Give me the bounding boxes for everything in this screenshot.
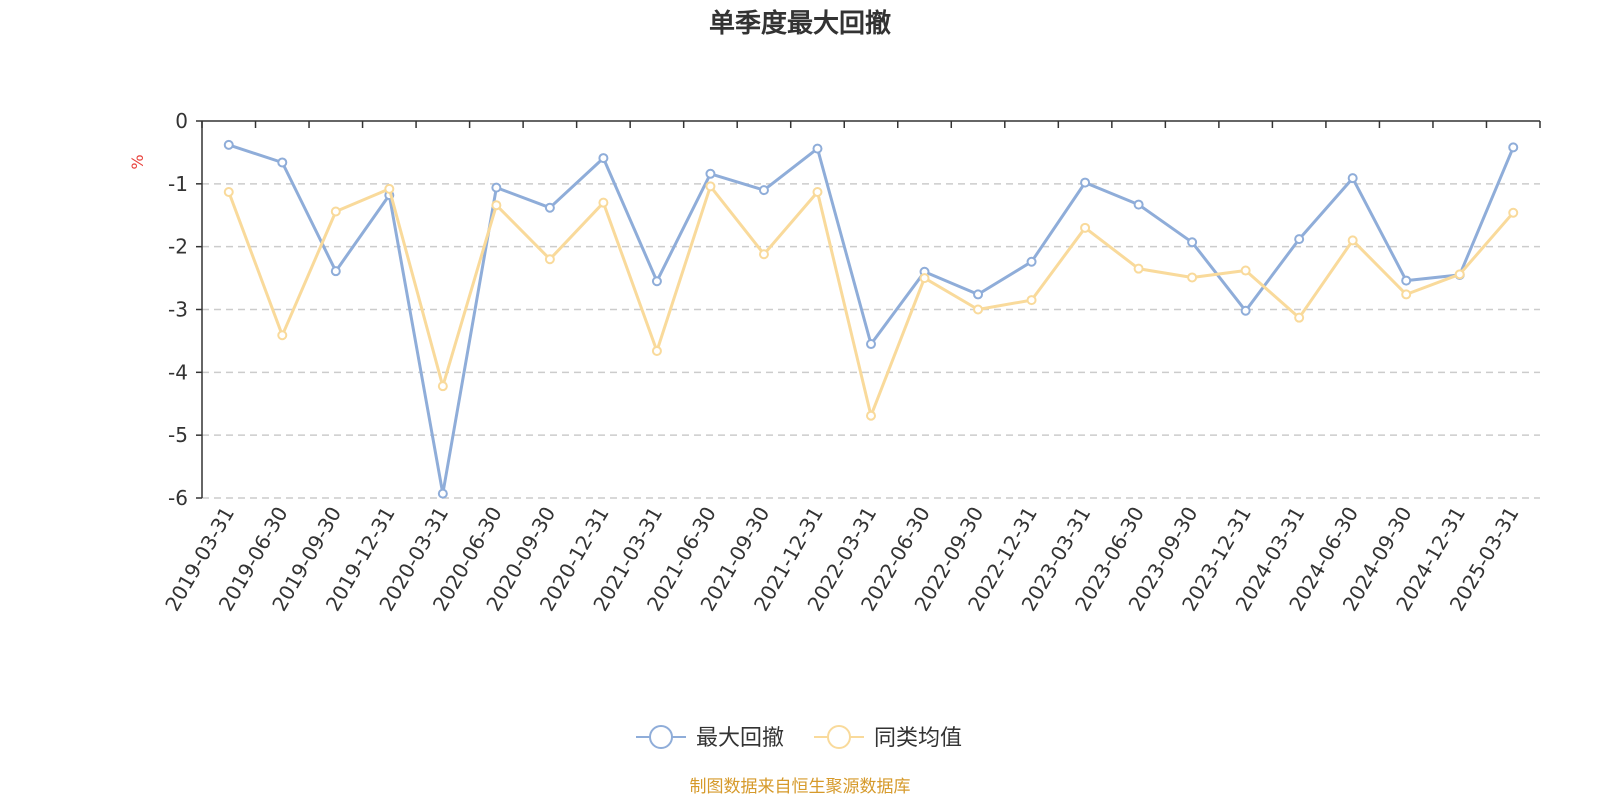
data-point[interactable]: [491, 200, 502, 211]
data-point[interactable]: [1294, 234, 1305, 245]
data-point[interactable]: [1508, 142, 1519, 153]
axes: [196, 120, 1541, 499]
data-point[interactable]: [1240, 305, 1251, 316]
data-point[interactable]: [651, 276, 662, 287]
y-tick-label: -1: [168, 172, 188, 196]
data-point[interactable]: [1240, 265, 1251, 276]
grid-lines: [202, 183, 1540, 499]
data-point[interactable]: [866, 410, 876, 421]
data-point[interactable]: [1401, 275, 1412, 286]
data-point[interactable]: [1454, 269, 1465, 280]
data-point[interactable]: [1508, 207, 1519, 218]
data-point[interactable]: [491, 182, 502, 193]
data-source-note: 制图数据来自恒生聚源数据库: [690, 777, 911, 797]
legend-circle-icon: [827, 725, 851, 749]
legend[interactable]: 最大回撤 同类均值: [636, 725, 962, 751]
data-point[interactable]: [705, 181, 716, 192]
data-point[interactable]: [544, 254, 555, 265]
y-axis-unit: %: [128, 154, 147, 169]
data-point[interactable]: [1347, 235, 1358, 246]
data-point[interactable]: [1187, 272, 1198, 283]
y-tick-labels: 0 -1 -2 -3 -4 -5 -6: [168, 109, 188, 510]
legend-label: 最大回撤: [696, 726, 784, 751]
data-point[interactable]: [223, 139, 234, 150]
series-1: [223, 139, 1519, 499]
data-point[interactable]: [1187, 237, 1198, 248]
data-point[interactable]: [1026, 256, 1037, 267]
y-tick-label: -6: [168, 486, 188, 510]
data-point[interactable]: [544, 202, 555, 213]
data-point[interactable]: [758, 185, 769, 196]
legend-label: 同类均值: [874, 726, 962, 751]
data-point[interactable]: [437, 381, 448, 392]
data-point[interactable]: [330, 206, 341, 217]
data-point[interactable]: [330, 266, 341, 277]
data-point[interactable]: [651, 345, 662, 356]
data-point[interactable]: [1026, 295, 1037, 306]
x-tick-labels: 2019-03-312019-06-302019-09-302019-12-31…: [160, 503, 1523, 616]
y-tick-label: -3: [168, 298, 188, 322]
data-point[interactable]: [919, 273, 930, 284]
y-tick-label: -5: [168, 423, 188, 447]
data-point[interactable]: [223, 187, 234, 198]
data-point[interactable]: [277, 330, 288, 341]
data-point[interactable]: [1080, 222, 1091, 233]
data-point[interactable]: [1294, 312, 1305, 323]
data-point[interactable]: [973, 289, 984, 300]
series-2: [223, 181, 1519, 421]
chart-title: 单季度最大回撤: [709, 8, 891, 39]
data-point[interactable]: [705, 168, 716, 179]
legend-item-1[interactable]: 最大回撤: [636, 725, 784, 751]
data-point[interactable]: [1133, 199, 1144, 210]
legend-circle-icon: [649, 725, 673, 749]
data-point[interactable]: [973, 304, 984, 315]
data-point[interactable]: [1401, 289, 1412, 300]
y-tick-label: 0: [175, 109, 188, 133]
data-point[interactable]: [812, 187, 823, 198]
y-tick-label: -2: [168, 235, 188, 259]
legend-item-2[interactable]: 同类均值: [814, 725, 962, 751]
data-point[interactable]: [866, 339, 876, 350]
y-tick-label: -4: [168, 360, 188, 384]
series-layer: [223, 139, 1519, 499]
data-point[interactable]: [1347, 173, 1358, 184]
data-point[interactable]: [598, 153, 609, 164]
data-point[interactable]: [437, 488, 448, 499]
data-point[interactable]: [1133, 263, 1144, 274]
data-point[interactable]: [758, 249, 769, 260]
data-point[interactable]: [277, 157, 288, 168]
data-point[interactable]: [384, 183, 395, 194]
data-point[interactable]: [812, 143, 823, 154]
series-line: [228, 143, 1515, 496]
data-point[interactable]: [598, 197, 609, 208]
data-point[interactable]: [1080, 177, 1091, 188]
